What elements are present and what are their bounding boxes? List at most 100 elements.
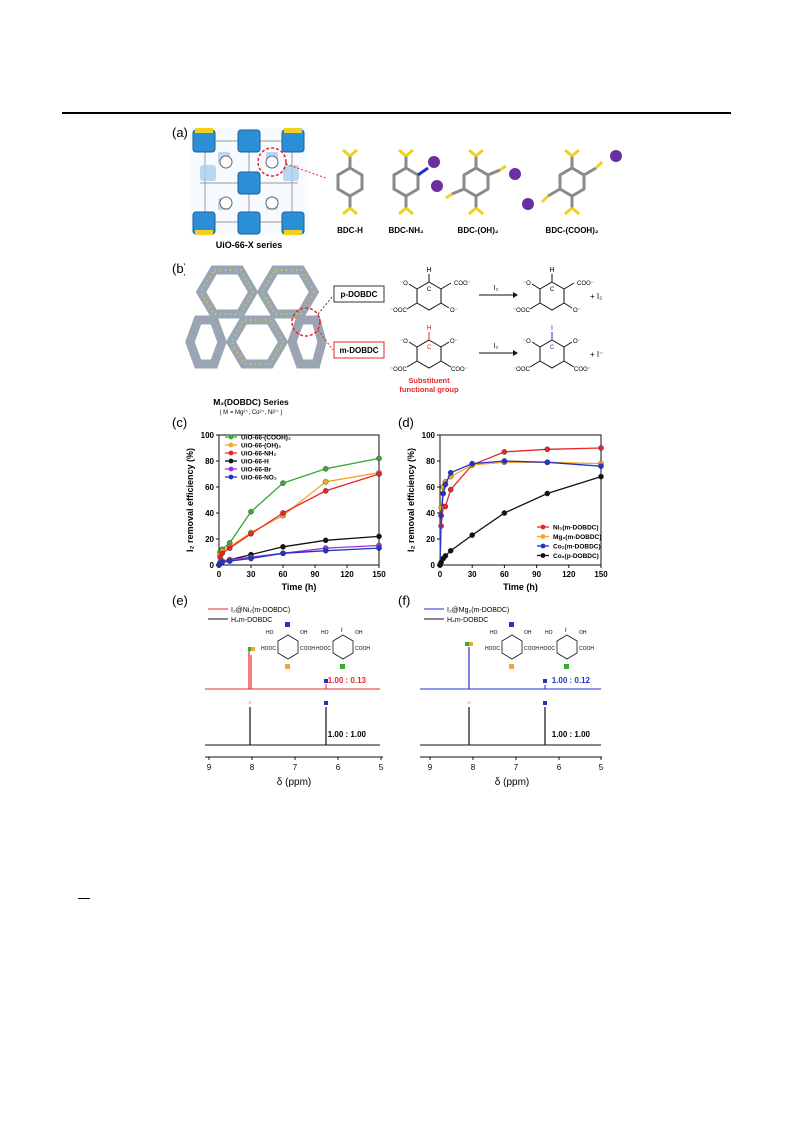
y-tick-label: 80	[426, 457, 435, 466]
data-point	[248, 508, 254, 515]
x-tick-label: 150	[372, 570, 386, 579]
i-atom-label: I	[341, 628, 343, 634]
mof-series-title: M₂(DOBDC) Series	[213, 397, 289, 407]
p-product-label: + I₂	[590, 292, 602, 301]
substituent-label: Substituent	[408, 376, 450, 385]
linker-bdc-h-carboxyl	[342, 148, 358, 216]
nmr-structure-f	[501, 634, 578, 660]
nmr-axis-f	[420, 756, 602, 760]
cooh-group-label: COOH	[524, 646, 539, 652]
x-tick-label: 30	[468, 570, 477, 579]
data-point	[376, 471, 382, 477]
coo-group-label: ⁻OOC	[513, 308, 531, 314]
o-group-label: ⁻O	[400, 339, 408, 345]
data-point	[248, 555, 254, 562]
panel-label: (d)	[398, 415, 414, 430]
oh-group-label: HO	[545, 630, 553, 636]
h-atom-label: H	[549, 267, 554, 274]
linker-bdc-cooh2-structure	[547, 156, 597, 208]
x-axis-label: Time (h)	[282, 582, 317, 592]
data-point	[447, 547, 454, 554]
tick-label: 5	[599, 763, 604, 772]
data-point	[280, 510, 286, 516]
p-dobdc-product-structure	[529, 274, 575, 311]
data-point	[219, 550, 225, 557]
x-tick-label: 0	[217, 570, 222, 579]
m-dobdc-reactant-structure	[406, 332, 452, 369]
o-group-label: ⁻O	[523, 281, 531, 287]
panel-label-e: (e)	[172, 593, 188, 608]
legend-entry: UiO-66-H	[241, 459, 269, 466]
iodine-atom-icon	[610, 150, 622, 162]
data-point	[442, 553, 449, 559]
ratio-e-top: 1.00 : 0.13	[328, 676, 367, 685]
nmr-spectrum-f-top	[420, 642, 601, 690]
i-atom-label: I	[565, 628, 567, 634]
iodine-atom-icon	[428, 156, 440, 168]
c-atom-label: C	[550, 345, 555, 351]
data-point	[440, 490, 447, 497]
legend-entry: Co₂(m-DOBDC)	[553, 544, 601, 551]
x-tick-label: 60	[279, 570, 288, 579]
legend-marker	[228, 434, 234, 440]
data-point	[322, 478, 329, 485]
coo-group-label: ⁻OOC	[390, 308, 408, 314]
cooh-group-label: HOOC	[316, 646, 331, 652]
x-axis-label-f: δ (ppm)	[495, 777, 529, 788]
oh-group-label: HO	[490, 630, 498, 636]
legend-e-top: I₂@Ni₂(m-DOBDC)	[231, 607, 290, 614]
cooh-group-label: COOH	[579, 646, 594, 652]
x-tick-label: 0	[438, 570, 443, 579]
y-axis-label: I₂ removal efficiency (%)	[185, 448, 195, 552]
iodine-atom-icon	[509, 168, 521, 180]
cooh-group-label: COOH	[300, 646, 315, 652]
legend-marker	[540, 553, 546, 558]
tick-label: 7	[514, 763, 519, 772]
panel-label-a: (a)	[172, 125, 188, 140]
legend-marker	[228, 450, 234, 456]
legend-f-top: I₂@Mg₂(m-DOBDC)	[447, 607, 509, 614]
cooh-group-label: HOOC	[540, 646, 555, 652]
legend-entry: Mg₂(m-DOBDC)	[553, 534, 601, 541]
series-line	[439, 475, 602, 566]
data-point	[322, 547, 329, 554]
coo-group-label: COO⁻	[451, 367, 468, 373]
data-point	[226, 545, 233, 551]
oh-group-label: HO	[266, 630, 274, 636]
legend-entry: Co₂(p-DOBDC)	[553, 553, 599, 560]
x-tick-label: 120	[340, 570, 354, 579]
coo-group-label: COO⁻	[454, 281, 471, 287]
proton-marker-orange	[509, 664, 514, 669]
legend-marker	[540, 524, 546, 530]
ratio-f-bottom: 1.00 : 1.00	[552, 730, 591, 739]
x-tick-label: 60	[500, 570, 509, 579]
linker-bdc-h-structure	[336, 156, 364, 208]
legend-entry: UiO-66-(OH)₂	[241, 443, 281, 450]
data-point	[376, 545, 382, 551]
chart-d: (d) 0 30 60 90 120 150 0 20 40 60 80 100 Time (h) I₂ r…	[398, 415, 608, 592]
o-group-label: O⁻	[450, 308, 458, 314]
data-point	[442, 481, 449, 488]
legend-entry: UiO-66-NO₂	[241, 475, 277, 482]
y-tick-label: 100	[201, 431, 215, 440]
data-point	[376, 533, 382, 540]
legend-marker	[228, 474, 234, 480]
tick-label: 8	[471, 763, 476, 772]
legend-f-bottom: H₄m-DOBDC	[447, 617, 488, 624]
i-atom-label: I	[551, 325, 553, 332]
data-point	[469, 532, 476, 538]
reagent-label: I₂	[494, 343, 499, 350]
oh-group-label: OH	[579, 630, 587, 636]
uio66-framework-image	[190, 128, 327, 236]
arrow-head-icon	[513, 292, 518, 298]
data-point	[501, 458, 508, 464]
data-point	[447, 486, 454, 493]
ratio-f-top: 1.00 : 0.12	[552, 676, 591, 685]
ratio-e-bottom: 1.00 : 1.00	[328, 730, 367, 739]
m-dobdc-product-structure	[529, 332, 575, 369]
svg-text:×: ×	[467, 700, 471, 707]
o-group-label: O⁻	[573, 308, 581, 314]
x-tick-label: 90	[532, 570, 541, 579]
linker-bdc-nh2-carboxyl	[398, 148, 414, 216]
linker-bdc-cooh2-carboxyl	[540, 148, 604, 216]
